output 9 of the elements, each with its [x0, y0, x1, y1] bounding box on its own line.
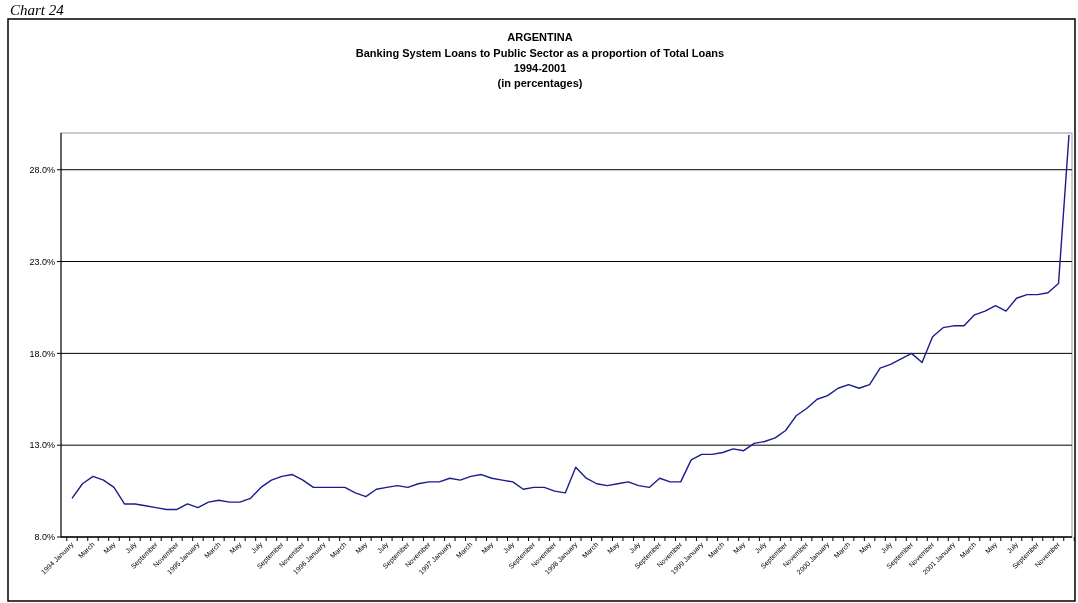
chart-title: ARGENTINA: [507, 31, 573, 43]
y-tick-label: 13.0%: [29, 440, 55, 451]
y-tick-label: 18.0%: [29, 348, 55, 359]
y-tick-label: 8.0%: [34, 532, 55, 543]
chart-subtitle: Banking System Loans to Public Sector as a proportion of Total Loans 1994-2001 (in percentages): [355, 47, 725, 89]
y-tick-label: 23.0%: [29, 256, 55, 267]
line-series: [71, 134, 1070, 511]
y-tick-label: 28.0%: [29, 164, 55, 175]
caption: Chart 24: [10, 2, 65, 18]
